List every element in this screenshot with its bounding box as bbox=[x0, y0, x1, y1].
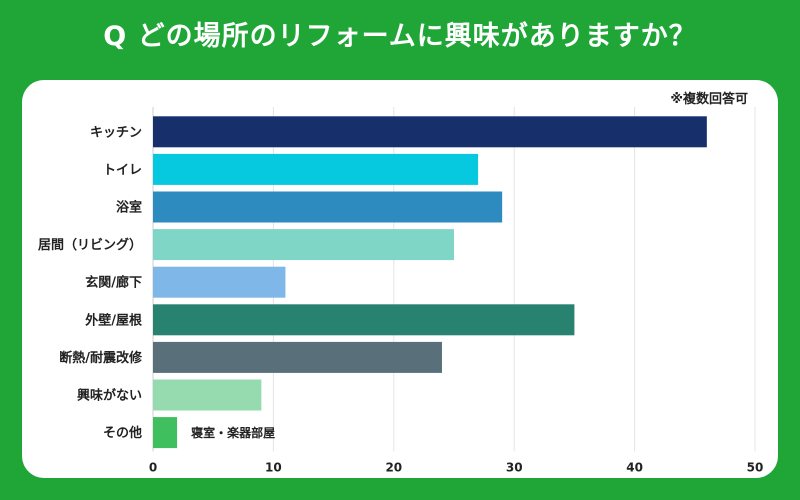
x-tick-label: 30 bbox=[506, 460, 523, 474]
bar-annotation: 寝室・楽器部屋 bbox=[191, 425, 275, 440]
category-label: 外壁/屋根 bbox=[84, 312, 143, 328]
category-label: その他 bbox=[103, 425, 142, 441]
category-label: 断熱/耐震改修 bbox=[59, 350, 143, 366]
x-tick-label: 20 bbox=[385, 460, 402, 474]
category-label: 玄関/廊下 bbox=[85, 275, 142, 291]
category-label: 居間（リビング） bbox=[38, 237, 142, 253]
x-tick-label: 10 bbox=[265, 460, 282, 474]
category-label: 浴室 bbox=[116, 200, 142, 216]
bar-4 bbox=[153, 229, 454, 261]
bar-6 bbox=[153, 304, 575, 336]
category-label: キッチン bbox=[90, 125, 142, 140]
bar-1 bbox=[153, 116, 707, 148]
x-tick-label: 40 bbox=[626, 460, 643, 474]
bar-7 bbox=[153, 341, 442, 373]
x-tick-label: 50 bbox=[747, 460, 764, 474]
category-label: トイレ bbox=[103, 163, 142, 178]
multiple-answer-note: ※複数回答可 bbox=[670, 92, 748, 107]
x-tick-label: 0 bbox=[149, 460, 157, 474]
bar-3 bbox=[153, 191, 503, 223]
bar-8 bbox=[153, 379, 262, 411]
bar-2 bbox=[153, 153, 479, 185]
chart-panel: ※複数回答可 キッチントイレ浴室居間（リビング） 玄関/廊下外壁/屋根断熱/耐震改… bbox=[22, 80, 778, 478]
category-label: 興味がない bbox=[77, 388, 142, 404]
bar-5 bbox=[153, 266, 286, 298]
page-title: Q どの場所のリフォームに興味がありますか？ bbox=[103, 21, 697, 52]
bar-9 bbox=[153, 417, 178, 449]
